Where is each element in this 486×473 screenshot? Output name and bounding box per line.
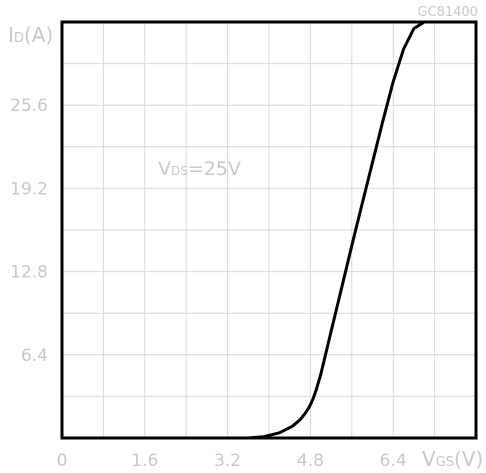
y-tick-label: 25.6 <box>10 96 48 116</box>
annotation-main: V <box>158 158 171 180</box>
series-layer <box>246 22 426 438</box>
x-tick-label: 4.8 <box>297 451 324 471</box>
annotation-sub: DS <box>171 164 188 178</box>
x-label-sub: GS <box>436 455 454 470</box>
x-tick-label: 6.4 <box>380 451 407 471</box>
x-label-unit: (V) <box>454 447 483 471</box>
x-tick-label: 0 <box>57 451 68 471</box>
x-axis-label: VGS(V) <box>422 447 483 471</box>
figure-code: GC81400 <box>417 5 478 20</box>
y-label-sub: D <box>14 31 24 46</box>
y-tick-label: 6.4 <box>21 346 48 366</box>
id-vs-vgs-curve <box>246 22 426 438</box>
x-label-main: V <box>422 447 436 471</box>
x-tick-label: 1.6 <box>131 451 158 471</box>
y-label-unit: (A) <box>24 23 53 47</box>
tick-labels: 0 1.6 3.2 4.8 6.4 6.4 12.8 19.2 25.6 <box>10 96 407 471</box>
grid <box>62 22 476 438</box>
y-label-main: I <box>8 23 14 47</box>
plot-frame <box>60 20 478 440</box>
y-tick-label: 12.8 <box>10 263 48 283</box>
y-axis-label: ID(A) <box>8 23 53 47</box>
x-tick-label: 3.2 <box>214 451 241 471</box>
condition-annotation: VDS=25V <box>158 158 241 180</box>
y-tick-label: 19.2 <box>10 179 48 199</box>
annotation-rest: =25V <box>188 158 241 180</box>
